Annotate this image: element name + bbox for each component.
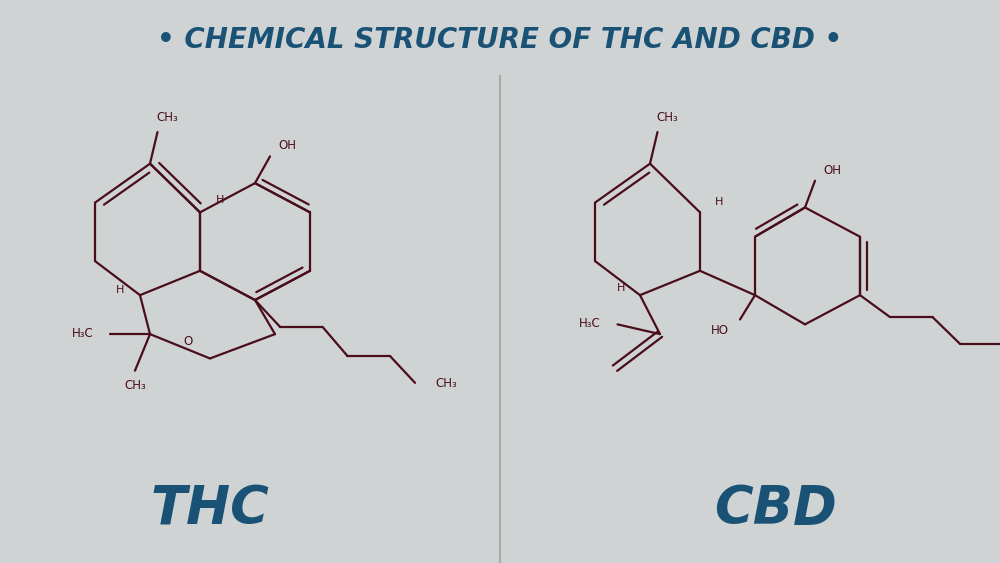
Text: OH: OH [824, 164, 842, 177]
Text: H: H [715, 196, 723, 207]
Text: OH: OH [278, 138, 296, 151]
Text: H₃C: H₃C [72, 327, 93, 339]
Text: H: H [216, 195, 224, 205]
Text: HO: HO [711, 324, 729, 337]
Text: H: H [617, 283, 625, 293]
Text: H: H [116, 285, 124, 295]
Text: CBD: CBD [714, 484, 836, 535]
Text: CH₃: CH₃ [657, 111, 678, 124]
Text: CH₃: CH₃ [124, 379, 146, 392]
Text: THC: THC [151, 484, 269, 535]
Text: H₃C: H₃C [579, 317, 601, 330]
Text: CH₃: CH₃ [435, 377, 457, 390]
Text: O: O [183, 335, 192, 348]
Text: CH₃: CH₃ [157, 111, 178, 124]
Text: • CHEMICAL STRUCTURE OF THC AND CBD •: • CHEMICAL STRUCTURE OF THC AND CBD • [157, 25, 843, 53]
